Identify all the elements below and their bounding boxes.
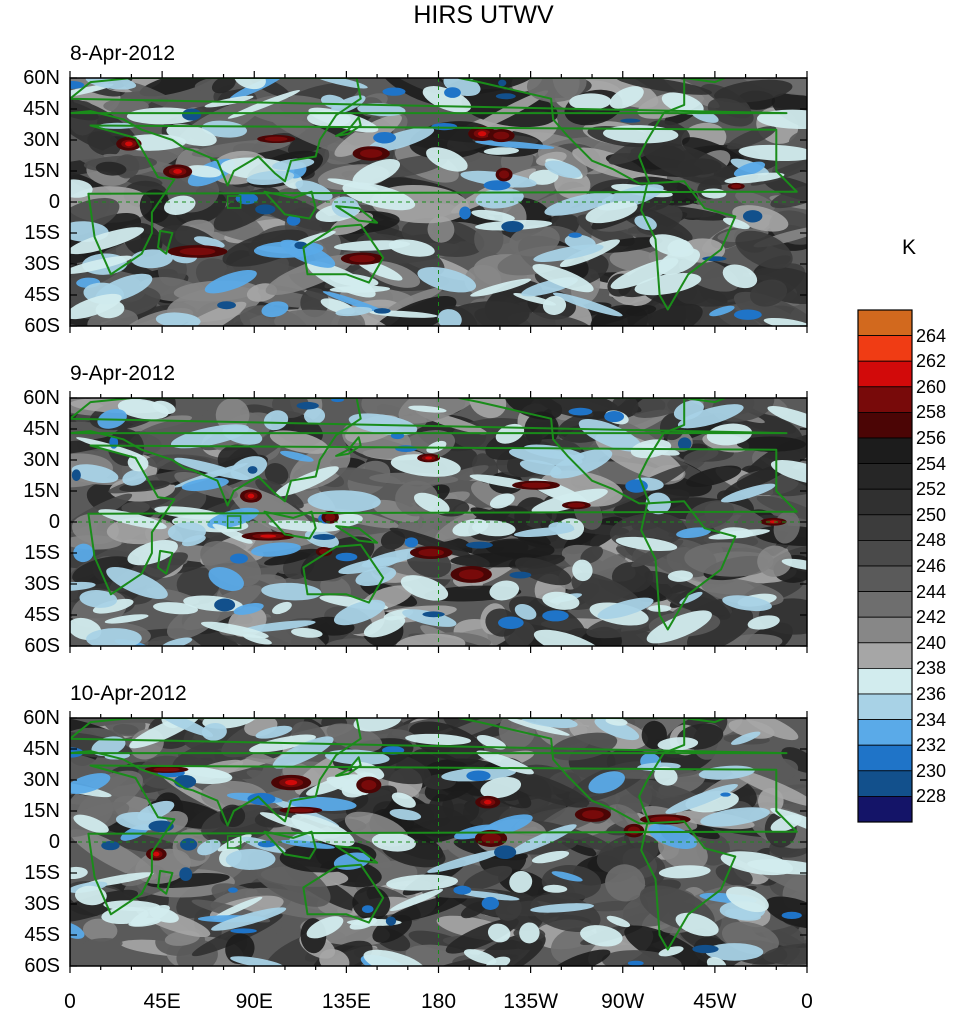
coastlines [70,718,807,966]
colorbar-swatch [857,744,913,772]
lat-tick-label: 60S [24,955,60,977]
colorbar-swatch [857,540,913,567]
lat-tick-label: 45S [24,924,60,946]
colorbar-tick-label: 252 [916,479,947,500]
colorbar-tick-label: 262 [916,351,947,372]
colorbar-tick-label: 258 [916,402,947,423]
colorbar-tick-label: 254 [916,453,947,474]
lat-tick-label: 45N [23,418,60,440]
lon-tick-label: 45E [143,990,181,1013]
colorbar-unit: K [902,236,917,259]
colorbar-tick-label: 232 [916,735,947,756]
lon-tick-label: 135E [321,990,371,1013]
colorbar-tick-label: 250 [916,504,947,525]
lat-tick-label: 60N [23,387,60,409]
lat-tick-label: 60S [24,635,60,657]
colorbar-tick-label: 260 [916,376,947,397]
lon-tick-label: 180 [420,990,457,1013]
lon-tick-label: 0 [64,990,76,1013]
colorbar-tick-label: 248 [916,530,947,551]
map-panel-2 [69,391,808,653]
lat-tick-label: 0 [48,831,60,853]
colorbar-swatch [857,796,913,823]
lat-tick-label: 15N [23,800,60,822]
coastlines [70,398,807,646]
colorbar-swatch [857,616,913,644]
lat-tick-label: 30S [24,573,60,595]
lat-tick-label: 30S [24,893,60,915]
lat-tick-label: 0 [48,511,60,533]
lon-tick-label: 90W [601,990,645,1013]
colorbar-tick-label: 246 [916,556,947,576]
colorbar-swatch [857,693,913,721]
utwv-field [70,398,807,646]
colorbar-swatch [857,309,913,337]
lat-tick-label: 45S [24,604,60,626]
colorbar-swatch [857,591,913,618]
lat-tick-label: 15S [24,222,60,244]
colorbar-swatch [857,770,913,797]
colorbar-swatch [857,411,913,439]
colorbar-tick-label: 230 [916,760,947,781]
lon-tick-label: 45W [693,990,737,1013]
lat-tick-label: 60S [24,315,60,337]
colorbar [857,309,913,823]
colorbar-swatch [857,719,913,746]
colorbar-swatch [857,463,913,490]
colorbar-tick-label: 244 [916,581,947,602]
lat-tick-label: 45N [23,98,60,120]
lat-tick-label: 15S [24,542,60,564]
colorbar-tick-label: 228 [916,786,947,807]
colorbar-swatch [857,360,913,388]
panel-1-date: 8-Apr-2012 [70,42,176,65]
colorbar-swatch [857,488,913,516]
colorbar-tick-label: 238 [916,658,947,679]
map-panel-1 [69,71,808,333]
colorbar-swatch [857,668,913,695]
colorbar-tick-label: 256 [916,428,947,448]
coastlines [70,78,807,326]
lat-tick-label: 0 [48,191,60,213]
lat-tick-label: 30S [24,253,60,275]
lon-tick-label: 135W [503,990,559,1013]
colorbar-tick-label: 242 [916,607,947,628]
lon-tick-label: 0 [801,990,813,1013]
panel-2-date: 9-Apr-2012 [70,362,176,385]
lat-tick-label: 45N [23,738,60,760]
colorbar-swatch [857,514,913,541]
colorbar-tick-label: 264 [916,325,947,346]
colorbar-swatch [857,437,913,465]
lat-tick-label: 45S [24,284,60,306]
colorbar-tick-label: 234 [916,709,947,730]
lon-tick-label: 90E [235,990,273,1013]
page-title: HIRS UTWV [413,1,554,29]
lat-tick-label: 60N [23,67,60,89]
colorbar-swatch [857,565,913,593]
lat-tick-label: 60N [23,707,60,729]
lat-tick-label: 15S [24,862,60,884]
colorbar-swatch [857,335,913,362]
colorbar-tick-label: 236 [916,684,947,704]
lat-tick-label: 30N [23,769,60,791]
lat-tick-label: 15N [23,480,60,502]
colorbar-tick-label: 240 [916,632,947,653]
lat-tick-label: 30N [23,129,60,151]
lat-tick-label: 15N [23,160,60,182]
colorbar-swatch [857,386,913,413]
panel-3-date: 10-Apr-2012 [70,682,187,705]
colorbar-swatch [857,642,913,669]
lat-tick-label: 30N [23,449,60,471]
map-panel-3 [69,711,808,973]
